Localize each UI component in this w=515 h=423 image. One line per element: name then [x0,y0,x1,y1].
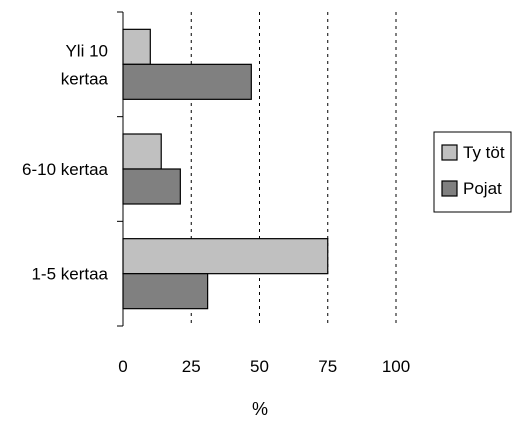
legend-label: Pojat [463,179,502,198]
x-tick-label: 25 [182,357,201,376]
grid [190,12,397,326]
bar-tytot [122,133,162,170]
bar-tytot [122,238,329,275]
x-axis-label: % [252,399,268,419]
x-tick-labels: 0 25 50 75 100 [118,357,410,376]
bar-tytot [122,28,151,65]
category-label: Yli 10 [65,41,108,60]
axes [117,11,124,327]
x-tick-label: 0 [118,357,127,376]
legend-swatch [441,144,458,161]
bar-pojat [122,273,209,310]
bar-pojat [122,168,181,205]
x-tick-label: 75 [318,357,337,376]
legend: Ty töt Pojat [433,131,512,213]
bars [122,28,329,310]
category-labels: Yli 10 kertaa 6-10 kertaa 1-5 kertaa [22,41,109,283]
category-label: kertaa [61,69,109,88]
x-tick-label: 50 [250,357,269,376]
category-label: 6-10 kertaa [22,160,109,179]
x-tick-label: 100 [382,357,410,376]
legend-label: Ty töt [463,143,505,162]
category-label: 1-5 kertaa [31,265,108,284]
legend-swatch [441,180,458,197]
bar-pojat [122,63,252,100]
